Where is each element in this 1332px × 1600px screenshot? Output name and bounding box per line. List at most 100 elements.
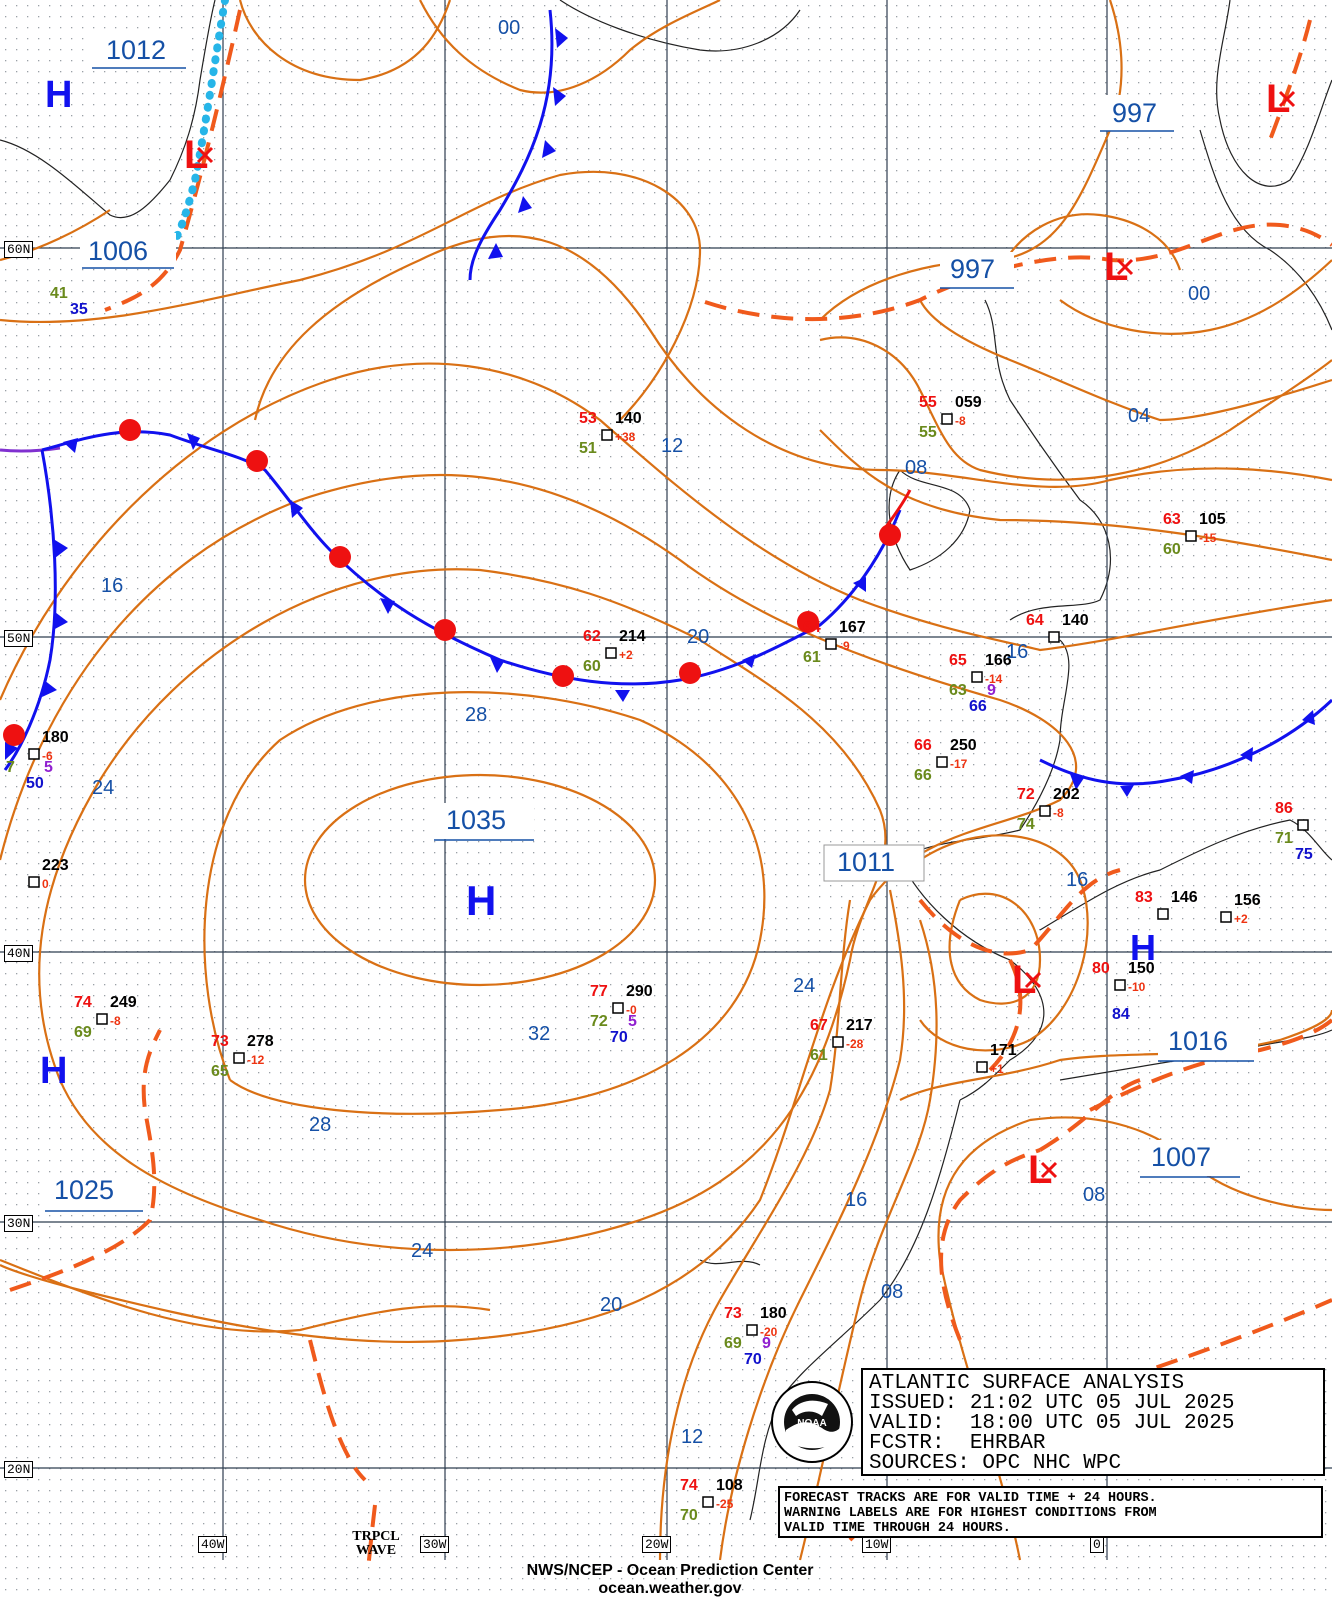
- ship-station: 55 059 -8 55: [919, 394, 982, 441]
- station-temperature: 83: [1135, 889, 1153, 906]
- isobar-label: 28: [465, 704, 487, 726]
- station-temperature: 62: [583, 628, 601, 645]
- station-tendency: -14: [985, 672, 1003, 686]
- isobar-label: 12: [681, 1426, 703, 1448]
- station-pressure: 167: [839, 619, 866, 636]
- station-pressure: 140: [615, 410, 642, 427]
- station-wave: 9: [762, 1335, 771, 1352]
- center-value: 997: [1112, 98, 1157, 128]
- ship-station: 66 250 -17 66: [914, 737, 977, 784]
- ship-station: 80 150 -10 84: [1092, 960, 1155, 1023]
- station-pressure: 059: [955, 394, 982, 411]
- isobar-label: 08: [905, 457, 927, 479]
- note-line: VALID TIME THROUGH 24 HOURS.: [784, 1521, 1011, 1536]
- station-sst: 70: [744, 1351, 762, 1368]
- station-marker: [28, 748, 40, 760]
- noaa-logo: NOAA: [771, 1381, 853, 1463]
- center-value-997a: 997: [1100, 95, 1174, 132]
- center-value: 1006: [88, 236, 148, 266]
- station-dewpoint: 65: [211, 1063, 229, 1080]
- note-line: FORECAST TRACKS ARE FOR VALID TIME + 24 …: [784, 1491, 1157, 1506]
- isobar-label: 08: [881, 1281, 903, 1303]
- ship-station: 73 278 -12 65: [211, 1033, 274, 1080]
- warm-front-biscay: [878, 489, 912, 536]
- lat-label: 20N: [4, 1461, 34, 1478]
- ship-station: 73 180 -20 69 970: [724, 1305, 787, 1368]
- ship-station: 63 105 -15 60: [1163, 511, 1226, 558]
- isobar-label: 00: [1188, 283, 1210, 305]
- station-temperature: 64: [803, 619, 821, 636]
- dryline-greenland: [171, 0, 229, 244]
- station-dewpoint: 55: [919, 424, 937, 441]
- station-dewpoint: 72: [590, 1013, 608, 1030]
- isobar-label: 16: [1006, 641, 1028, 663]
- isobar-label: 16: [101, 575, 123, 597]
- trough-greenland: [104, 9, 242, 312]
- station-pressure: 202: [1053, 786, 1080, 803]
- center-value-1011: 1011: [823, 844, 925, 882]
- credit-line-1: NWS/NCEP - Ocean Prediction Center: [526, 1562, 814, 1579]
- isobar-1004: [919, 299, 1332, 422]
- station-pressure: 250: [950, 737, 977, 754]
- station-marker: [1297, 819, 1309, 831]
- ship-station: 74 108 -25 70: [680, 1477, 743, 1524]
- isobar-label: 32: [528, 1023, 550, 1045]
- station-temperature: 65: [949, 652, 967, 669]
- center-value-1006: 1006: [80, 233, 176, 269]
- station-tendency: -20: [760, 1325, 778, 1339]
- lat-label: 50N: [4, 630, 34, 647]
- station-pressure: 108: [716, 1477, 743, 1494]
- station-sst: 70: [610, 1029, 628, 1046]
- isobar-1000-east: [1059, 259, 1332, 335]
- note-line: WARNING LABELS ARE FOR HIGHEST CONDITION…: [784, 1506, 1157, 1521]
- trough-northeast: [1268, 19, 1312, 141]
- troughs: [9, 9, 1332, 1571]
- station-tendency: 0: [42, 877, 49, 891]
- trough-med: [1089, 1018, 1332, 1112]
- station-pressure: 166: [985, 652, 1012, 669]
- ship-station: 53 140 +38 51: [579, 410, 642, 457]
- station-sst: 84: [1112, 1006, 1130, 1023]
- analysis-info-box: ATLANTIC SURFACE ANALYSIS ISSUED: 21:02 …: [861, 1368, 1325, 1476]
- ship-station: 65 166 -14 63 966: [949, 652, 1012, 715]
- station-tendency: -25: [716, 1497, 734, 1511]
- trough-tropical: [308, 1339, 367, 1482]
- station-pressure: 146: [1171, 889, 1198, 906]
- ship-station: 171+1: [976, 1042, 1017, 1076]
- ship-station: 67 217 -28 61: [810, 1017, 873, 1064]
- station-pressure: 180: [42, 729, 69, 746]
- station-dewpoint: 71: [1275, 830, 1293, 847]
- station-pressure: 214: [619, 628, 646, 645]
- isobar-1000-north: [419, 0, 721, 94]
- station-temperature: 63: [1163, 511, 1181, 528]
- pressure-centers: H H H H L L L L L: [40, 74, 1296, 1192]
- station-tendency: -17: [950, 757, 968, 771]
- isobar-label: 04: [1128, 405, 1150, 427]
- isobar-label: 28: [309, 1114, 331, 1136]
- ship-station: 180 -6 7 550: [6, 729, 69, 792]
- trough-iberia: [918, 868, 1121, 956]
- station-temperature: 66: [914, 737, 932, 754]
- ship-station: 156+2: [1220, 892, 1261, 926]
- isobar-1012-iberia: [948, 892, 1042, 1005]
- center-value-1016: 1016: [1158, 1025, 1258, 1062]
- station-temperature: 80: [1092, 960, 1110, 977]
- tropical-wave-line: TRPCL: [352, 1529, 400, 1544]
- lon-label: 40W: [198, 1536, 228, 1553]
- station-tendency: +2: [619, 648, 633, 662]
- station-wave: 5: [628, 1013, 637, 1030]
- center-values: 1012 1006 997 997 1035 1011 1016 1007 10…: [45, 33, 1258, 1212]
- isobar-1028: [203, 691, 766, 1115]
- station-sst: 50: [26, 775, 44, 792]
- station-marker: [96, 1013, 108, 1025]
- station-marker: [601, 429, 613, 441]
- center-value-1012: 1012: [90, 33, 186, 69]
- station-temperature: 72: [1017, 786, 1035, 803]
- station-tendency: -9: [839, 639, 850, 653]
- station-tendency: +1: [990, 1062, 1004, 1076]
- station-temperature: 73: [724, 1305, 742, 1322]
